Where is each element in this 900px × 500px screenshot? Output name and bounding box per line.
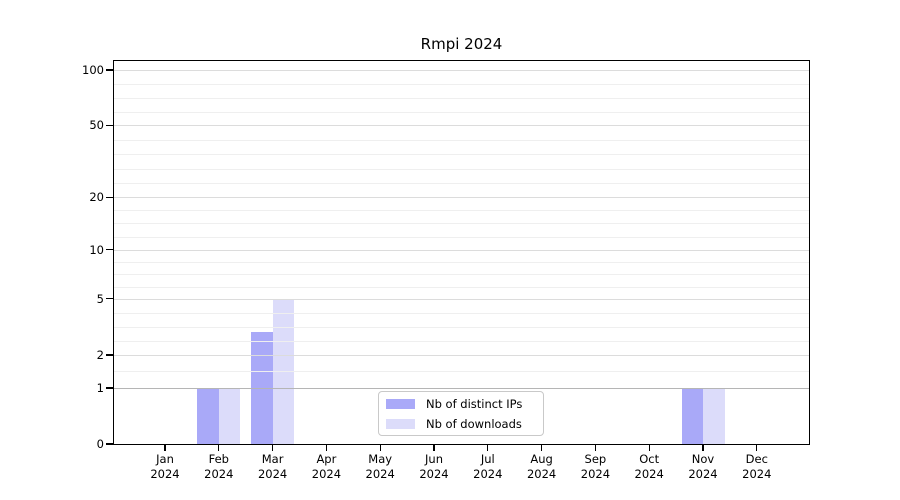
y-tick-mark <box>106 249 114 251</box>
y-gridline-minor <box>114 111 809 113</box>
bar-downloads <box>703 387 725 444</box>
y-gridline-minor <box>114 139 809 141</box>
y-gridline-major <box>114 387 809 389</box>
y-gridline-major <box>114 70 809 71</box>
x-tick-mark <box>648 444 650 451</box>
chart-title: Rmpi 2024 <box>420 35 503 53</box>
x-tick-label: Aug 2024 <box>526 452 557 481</box>
y-gridline-major <box>114 249 809 251</box>
y-gridline-major <box>114 125 809 127</box>
x-tick-label: Dec 2024 <box>742 452 772 481</box>
x-tick-mark <box>540 444 543 451</box>
legend-label-distinct-ips: Nb of distinct IPs <box>426 396 523 411</box>
y-gridline-minor <box>114 154 809 156</box>
y-gridline-minor <box>114 261 809 263</box>
x-tick-label: Jul 2024 <box>473 452 503 481</box>
bar-distinct-ips <box>197 387 219 444</box>
y-tick-label: 5 <box>96 291 104 306</box>
y-tick-label: 10 <box>89 242 104 257</box>
x-tick-label: Jan 2024 <box>150 452 180 481</box>
y-gridline-minor <box>114 223 809 225</box>
y-tick-label: 0 <box>96 437 104 451</box>
bar-distinct-ips <box>681 387 703 444</box>
y-tick-label: 100 <box>82 63 104 77</box>
x-tick-mark <box>487 444 489 451</box>
y-tick-mark <box>106 69 114 71</box>
y-tick-mark <box>106 196 114 198</box>
x-tick-mark <box>271 444 274 451</box>
y-tick-mark <box>106 124 114 127</box>
legend-swatch-downloads-icon <box>386 418 415 429</box>
legend-item-downloads: Nb of downloads <box>386 415 543 432</box>
y-gridline-minor <box>114 182 809 184</box>
x-tick-mark <box>702 444 704 451</box>
bar-distinct-ips <box>251 331 273 444</box>
x-tick-mark <box>594 444 597 451</box>
y-gridline-minor <box>114 97 809 99</box>
y-gridline-minor <box>114 168 809 170</box>
y-gridline-minor <box>114 274 809 276</box>
y-gridline-major <box>114 197 809 199</box>
y-gridline-major <box>114 298 809 300</box>
y-gridline-minor <box>114 312 809 314</box>
y-tick-mark <box>106 298 114 300</box>
y-tick-mark <box>106 387 114 389</box>
y-tick-label: 2 <box>96 347 104 362</box>
x-tick-label: Sep 2024 <box>580 452 611 481</box>
plot-border <box>112 59 810 445</box>
y-gridline-minor <box>114 340 809 342</box>
y-tick-label: 20 <box>89 190 104 205</box>
x-tick-mark <box>325 444 328 451</box>
y-gridline-minor <box>114 286 809 288</box>
x-tick-label: Nov 2024 <box>688 452 718 481</box>
x-tick-label: Mar 2024 <box>257 452 288 481</box>
x-tick-mark <box>756 444 758 451</box>
x-tick-mark <box>164 444 166 451</box>
y-gridline-minor <box>114 326 809 328</box>
legend: Nb of distinct IPs Nb of downloads <box>378 391 544 436</box>
y-tick-label: 1 <box>96 380 104 395</box>
y-gridline-minor <box>114 236 809 238</box>
y-tick-label: 50 <box>89 118 104 133</box>
x-tick-mark <box>379 444 381 451</box>
y-gridline-minor <box>114 371 809 373</box>
x-tick-label: Jun 2024 <box>419 452 449 481</box>
bar-downloads <box>218 387 241 444</box>
x-tick-mark <box>433 444 435 451</box>
legend-swatch-distinct-ips-icon <box>386 398 415 409</box>
legend-label-downloads: Nb of downloads <box>426 416 522 431</box>
x-tick-mark <box>218 444 220 451</box>
legend-item-distinct-ips: Nb of distinct IPs <box>386 395 543 412</box>
x-tick-label: May 2024 <box>365 452 395 481</box>
x-tick-label: Oct 2024 <box>634 452 664 481</box>
y-tick-mark <box>106 443 114 445</box>
y-gridline-minor <box>114 210 809 212</box>
y-gridline-minor <box>114 83 809 85</box>
y-tick-mark <box>106 354 114 356</box>
x-tick-label: Feb 2024 <box>204 452 234 481</box>
y-gridline-major <box>114 354 809 356</box>
x-tick-label: Apr 2024 <box>311 452 342 481</box>
